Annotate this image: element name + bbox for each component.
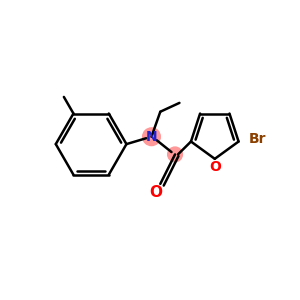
Text: Br: Br [249, 132, 266, 146]
Text: N: N [146, 130, 157, 144]
Circle shape [168, 147, 182, 162]
Text: O: O [149, 184, 162, 200]
Circle shape [142, 128, 160, 146]
Text: O: O [209, 160, 221, 174]
